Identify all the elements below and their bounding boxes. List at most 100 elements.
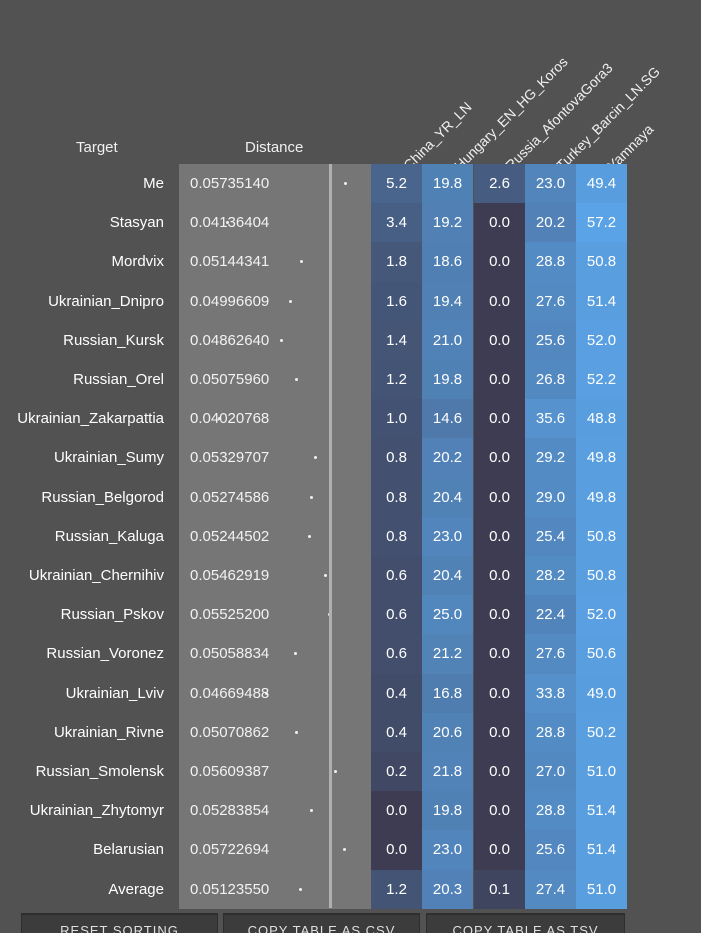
distance-dot xyxy=(279,338,283,342)
percentage-cell: 1.8 xyxy=(371,242,422,282)
percentage-cell: 19.8 xyxy=(422,164,473,204)
distance-cell xyxy=(179,399,371,439)
distance-cell xyxy=(179,203,371,243)
distance-value: 0.04669488 xyxy=(190,684,270,702)
distance-dot xyxy=(342,848,346,852)
percentage-cell: 18.6 xyxy=(422,242,473,282)
distance-value: 0.05722694 xyxy=(190,841,270,859)
target-column-header[interactable]: Target xyxy=(76,139,118,156)
percentage-cell: 0.6 xyxy=(371,595,422,635)
percentage-cell: 0.0 xyxy=(371,830,422,870)
percentage-cell: 0.0 xyxy=(474,360,525,400)
target-name: Ukrainian_Zhytomyr xyxy=(29,802,164,820)
distance-cell xyxy=(179,712,371,752)
percentage-cell: 0.0 xyxy=(474,791,525,831)
percentage-cell: 21.0 xyxy=(422,320,473,360)
percentage-cell: 20.2 xyxy=(422,438,473,478)
table-row: Ukrainian_Zakarpattia 0.04020768 1.0 14.6 0.… xyxy=(0,399,701,439)
distance-dot xyxy=(289,299,293,303)
percentage-cell: 22.4 xyxy=(525,595,576,635)
percentage-cell: 0.0 xyxy=(474,438,525,478)
percentage-cell: 0.0 xyxy=(474,556,525,596)
distance-value: 0.05123550 xyxy=(190,880,270,898)
distance-cell xyxy=(179,164,371,204)
target-name: Russian_Belgorod xyxy=(41,488,164,506)
table-row: Ukrainian_Zhytomyr 0.05283854 0.0 19.8 0.0 28… xyxy=(0,791,701,831)
percentage-cell: 5.2 xyxy=(371,164,422,204)
percentage-cell: 3.4 xyxy=(371,203,422,243)
distance-column-header[interactable]: Distance xyxy=(245,139,304,156)
table-row: Russian_Voronez 0.05058834 0.6 21.2 0.0 27.6 5… xyxy=(0,634,701,674)
table-row: Ukrainian_Rivne 0.05070862 0.4 20.6 0.0 28.8 5… xyxy=(0,712,701,752)
percentage-cell: 27.6 xyxy=(525,634,576,674)
percentage-cell: 14.6 xyxy=(422,399,473,439)
percentage-cell: 0.0 xyxy=(474,712,525,752)
percentage-cell: 29.2 xyxy=(525,438,576,478)
percentage-cell: 25.6 xyxy=(525,320,576,360)
distance-value: 0.04136404 xyxy=(190,214,270,232)
distance-cell xyxy=(179,516,371,556)
table-row: Ukrainian_Sumy 0.05329707 0.8 20.2 0.0 29.2 49… xyxy=(0,438,701,478)
distance-value: 0.05609387 xyxy=(190,763,270,781)
percentage-cell: 28.2 xyxy=(525,556,576,596)
distance-cell xyxy=(179,281,371,321)
percentage-cell: 35.6 xyxy=(525,399,576,439)
distance-dot xyxy=(295,378,299,382)
distance-cell xyxy=(179,673,371,713)
target-name: Russian_Pskov xyxy=(60,606,164,624)
percentage-cell: 50.8 xyxy=(576,516,627,556)
distance-dot xyxy=(265,691,269,695)
table-row: Russian_Smolensk 0.05609387 0.2 21.8 0.0 27.0… xyxy=(0,752,701,792)
distance-dot xyxy=(309,495,313,499)
target-name: Ukrainian_Rivne xyxy=(53,723,164,741)
target-name: Ukrainian_Sumy xyxy=(53,449,164,467)
distance-cell xyxy=(179,830,371,870)
percentage-cell: 25.0 xyxy=(422,595,473,635)
distance-dot xyxy=(307,534,311,538)
percentage-cell: 0.4 xyxy=(371,673,422,713)
copy-tsv-button[interactable]: COPY TABLE AS TSV xyxy=(426,913,625,933)
percentage-cell: 49.8 xyxy=(576,438,627,478)
distance-cell xyxy=(179,477,371,517)
copy-csv-button[interactable]: COPY TABLE AS CSV xyxy=(223,913,420,933)
percentage-cell: 0.0 xyxy=(474,634,525,674)
percentage-cell: 19.2 xyxy=(422,203,473,243)
distance-value: 0.05329707 xyxy=(190,449,270,467)
percentage-cell: 1.2 xyxy=(371,360,422,400)
percentage-cell: 0.0 xyxy=(474,203,525,243)
percentage-cell: 20.3 xyxy=(422,869,473,909)
percentage-cell: 28.8 xyxy=(525,791,576,831)
percentage-cell: 2.6 xyxy=(474,164,525,204)
percentage-cell: 50.6 xyxy=(576,634,627,674)
percentage-cell: 25.4 xyxy=(525,516,576,556)
distance-cell xyxy=(179,791,371,831)
distance-value: 0.05058834 xyxy=(190,645,270,663)
reset-sorting-button[interactable]: RESET SORTING xyxy=(21,913,218,933)
table-row: Russian_Belgorod 0.05274586 0.8 20.4 0.0 29.0… xyxy=(0,477,701,517)
table-row: Ukrainian_Chernihiv 0.05462919 0.6 20.4 0.0 2… xyxy=(0,556,701,596)
percentage-cell: 23.0 xyxy=(422,830,473,870)
target-name: Russian_Kursk xyxy=(63,331,164,349)
percentage-cell: 52.2 xyxy=(576,360,627,400)
percentage-cell: 0.6 xyxy=(371,634,422,674)
distance-value: 0.05070862 xyxy=(190,723,270,741)
target-name: Ukrainian_Lviv xyxy=(65,684,164,702)
percentage-cell: 0.0 xyxy=(474,516,525,556)
distance-value: 0.05274586 xyxy=(190,488,270,506)
percentage-cell: 1.2 xyxy=(371,869,422,909)
percentage-cell: 0.0 xyxy=(474,242,525,282)
percentage-cell: 26.8 xyxy=(525,360,576,400)
percentage-cell: 0.0 xyxy=(474,752,525,792)
distance-value: 0.04996609 xyxy=(190,292,270,310)
percentage-cell: 28.8 xyxy=(525,712,576,752)
percentage-cell: 50.2 xyxy=(576,712,627,752)
table-row: Average 0.05123550 1.2 20.3 0.1 27.4 51.0 xyxy=(0,869,701,909)
percentage-cell: 27.0 xyxy=(525,752,576,792)
distance-dot xyxy=(300,260,304,264)
table-row: Russian_Pskov 0.05525200 0.6 25.0 0.0 22.4 52.… xyxy=(0,595,701,635)
percentage-cell: 20.4 xyxy=(422,556,473,596)
target-name: Ukrainian_Dnipro xyxy=(48,292,164,310)
percentage-cell: 0.8 xyxy=(371,516,422,556)
distance-cell xyxy=(179,438,371,478)
percentage-cell: 27.6 xyxy=(525,281,576,321)
